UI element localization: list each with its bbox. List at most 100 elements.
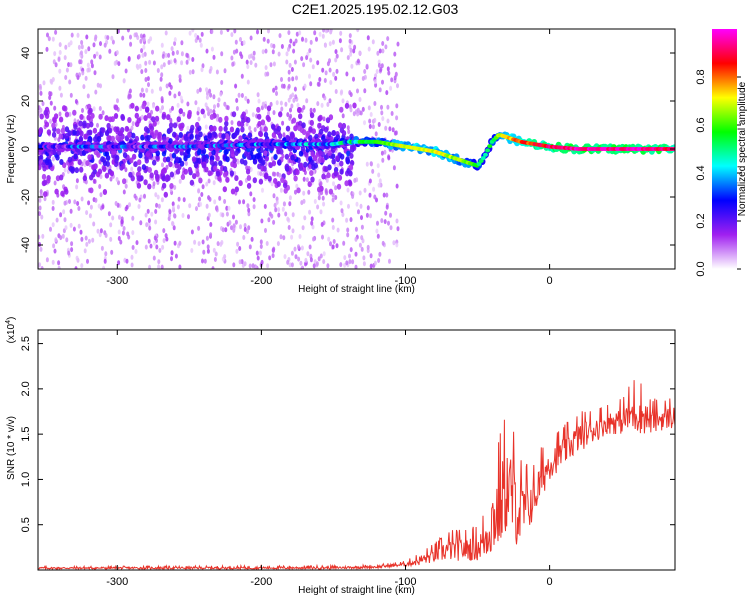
noise-cell: [142, 44, 146, 50]
noise-cell: [185, 59, 189, 65]
noise-cell: [234, 83, 238, 89]
noise-cell: [38, 83, 42, 89]
noise-cell: [220, 80, 224, 85]
band-cell: [146, 112, 152, 119]
noise-cell: [225, 205, 229, 211]
noise-cell: [121, 230, 125, 236]
band-cell: [102, 160, 108, 167]
noise-cell: [375, 228, 379, 234]
noise-cell: [361, 106, 365, 112]
noise-cell: [144, 212, 148, 218]
noise-cell: [69, 62, 73, 68]
noise-cell: [201, 184, 205, 190]
noise-cell: [117, 229, 121, 235]
noise-cell: [139, 220, 143, 226]
band-cell: [234, 186, 239, 193]
band-cell: [129, 157, 134, 164]
noise-cell: [113, 60, 117, 66]
noise-cell: [45, 257, 49, 263]
band-cell: [162, 135, 167, 142]
noise-cell: [248, 244, 252, 250]
noise-cell: [146, 101, 150, 107]
band-cell: [60, 127, 66, 134]
noise-cell: [118, 214, 121, 220]
band-cell: [308, 126, 313, 133]
noise-cell: [107, 211, 111, 217]
noise-cell: [69, 92, 73, 98]
band-cell: [48, 161, 53, 168]
noise-cell: [152, 155, 156, 161]
noise-cell: [367, 46, 371, 52]
noise-cell: [38, 197, 42, 203]
noise-cell: [254, 265, 258, 269]
band-cell: [102, 189, 108, 195]
noise-cell: [173, 93, 177, 99]
band-cell: [174, 162, 179, 169]
band-cell: [169, 183, 174, 189]
spectrogram-xtick-label: -200: [250, 275, 272, 287]
band-cell: [318, 114, 323, 121]
noise-cell: [386, 36, 390, 42]
noise-cell: [381, 240, 385, 246]
noise-cell: [334, 185, 338, 191]
noise-cell: [377, 62, 381, 68]
noise-cell: [389, 85, 393, 91]
noise-cell: [233, 171, 237, 176]
band-cell: [133, 161, 138, 168]
noise-cell: [267, 217, 271, 223]
noise-cell: [336, 227, 340, 233]
noise-cell: [150, 211, 154, 217]
band-cell: [333, 170, 338, 177]
noise-cell: [48, 95, 52, 101]
noise-cell: [84, 235, 88, 241]
noise-cell: [63, 167, 67, 173]
noise-cell: [373, 194, 377, 200]
noise-cell: [104, 251, 108, 257]
noise-cell: [73, 199, 77, 205]
noise-cell: [75, 255, 79, 261]
noise-cell: [258, 250, 262, 256]
band-cell: [200, 108, 205, 115]
noise-cell: [340, 47, 344, 53]
noise-cell: [246, 79, 250, 85]
noise-cell: [51, 222, 55, 228]
noise-cell: [51, 36, 55, 42]
noise-cell: [220, 240, 224, 245]
noise-cell: [128, 88, 132, 94]
noise-cell: [269, 62, 273, 68]
noise-cell: [294, 38, 298, 44]
noise-cell: [358, 190, 362, 196]
noise-cell: [395, 218, 399, 224]
noise-cell: [87, 46, 91, 52]
spectrogram-xtick-label: 0: [547, 275, 553, 287]
band-cell: [178, 132, 183, 138]
noise-cell: [148, 225, 152, 231]
noise-cell: [322, 251, 326, 257]
band-cell: [309, 170, 314, 176]
noise-cell: [98, 106, 102, 111]
band-cell: [278, 111, 283, 118]
band-cell: [266, 105, 272, 112]
band-cell: [124, 125, 129, 132]
noise-cell: [171, 220, 174, 226]
noise-cell: [164, 53, 168, 58]
noise-cell: [324, 43, 327, 48]
noise-cell: [144, 77, 148, 82]
band-cell: [213, 161, 218, 167]
noise-cell: [51, 199, 55, 205]
noise-cell: [374, 131, 378, 137]
noise-cell: [150, 88, 154, 94]
band-cell: [229, 126, 235, 133]
noise-cell: [352, 76, 355, 82]
noise-cell: [140, 114, 144, 120]
noise-cell: [386, 118, 390, 124]
band-cell: [297, 107, 302, 113]
noise-cell: [297, 256, 301, 262]
band-cell: [263, 150, 268, 157]
band-cell: [224, 115, 229, 122]
band-cell: [154, 115, 160, 122]
noise-cell: [380, 63, 384, 69]
noise-cell: [307, 189, 311, 195]
noise-cell: [121, 35, 125, 41]
band-cell: [168, 138, 173, 144]
